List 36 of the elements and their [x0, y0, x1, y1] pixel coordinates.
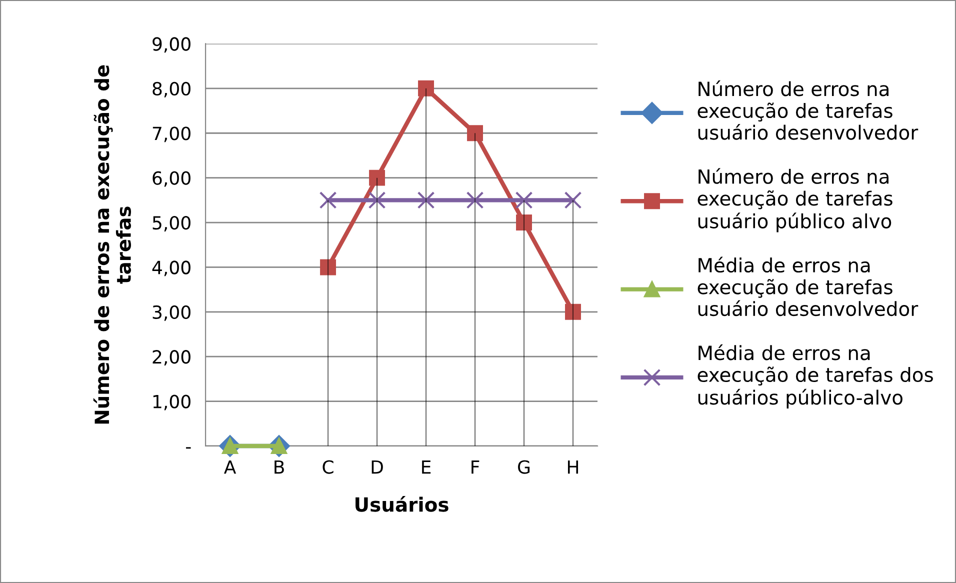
x-tick-label: D [372, 460, 383, 474]
point [418, 80, 434, 96]
y-tick-label: 4,00 [152, 260, 190, 276]
legend-label: Média de erros na execução de tarefas dos usuários público-alvo [698, 344, 933, 409]
y-tick-label: 9,00 [152, 37, 190, 53]
x-axis-title: Usuários [356, 496, 448, 512]
point [516, 214, 532, 230]
y-tick-label: 1,00 [153, 394, 190, 410]
x-tick-label: H [568, 460, 578, 474]
legend-label: Número de erros na execução de tarefas usuário público alvo [698, 168, 892, 232]
point [417, 191, 435, 209]
legend-label: Média de erros na execução de tarefas usuário desenvolvedor [698, 256, 918, 316]
point [565, 304, 581, 320]
point [320, 259, 336, 276]
x-tick-label: C [322, 460, 334, 474]
x-tick-label: F [472, 460, 480, 474]
y-tick-label: - [186, 447, 191, 449]
point [369, 170, 386, 186]
y-tick-label: 8,00 [152, 82, 190, 98]
y-axis-title: Número de erros na execução de tarefas [93, 65, 132, 424]
point [466, 191, 484, 209]
point [368, 191, 386, 209]
y-tick-label: 7,00 [152, 126, 190, 142]
y-tick-label: 6,00 [152, 171, 190, 187]
x-tick-label: A [224, 460, 236, 474]
x-tick-label: B [274, 460, 284, 474]
x-tick-label: E [422, 460, 431, 474]
y-tick-label: 5,00 [152, 216, 190, 232]
point [515, 191, 533, 209]
point [319, 191, 337, 209]
y-tick-label: 3,00 [152, 305, 190, 321]
point [467, 125, 483, 142]
point [564, 191, 582, 209]
x-tick-label: G [518, 460, 530, 474]
y-tick-label: 2,00 [152, 350, 190, 366]
legend-label: Número de erros na execução de tarefas usuário desenvolvedor [698, 80, 918, 140]
